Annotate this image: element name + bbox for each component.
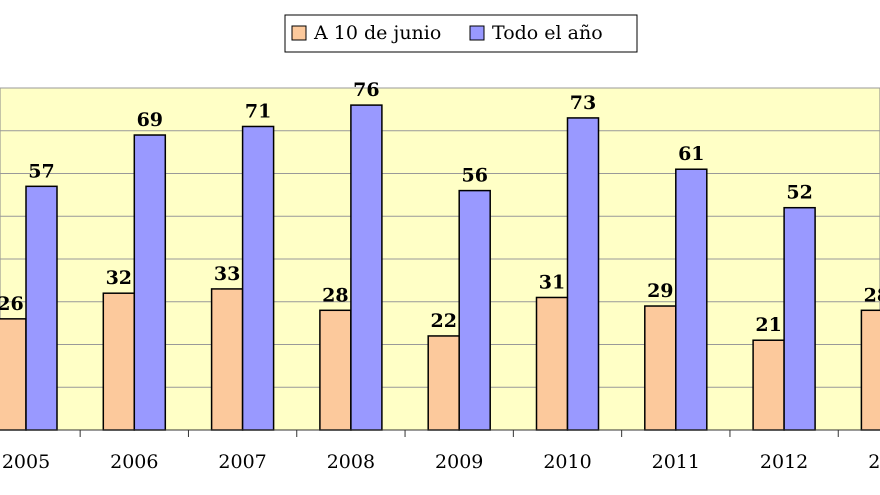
data-label: 57 <box>28 160 54 182</box>
data-label: 71 <box>245 100 271 122</box>
x-tick-label: 2010 <box>543 451 591 473</box>
data-label: 73 <box>570 92 596 114</box>
data-label: 33 <box>214 263 240 285</box>
legend-box <box>284 14 638 53</box>
bar <box>0 318 27 431</box>
x-tick-label: 2006 <box>110 451 158 473</box>
data-label: 52 <box>786 182 812 204</box>
bar <box>350 104 383 431</box>
bar <box>535 296 569 431</box>
data-label: 69 <box>137 109 163 131</box>
bar <box>860 309 880 431</box>
legend-label: A 10 de junio <box>313 22 441 44</box>
x-tick-label: 2011 <box>652 451 700 473</box>
bar <box>133 134 167 431</box>
bar <box>427 335 460 431</box>
x-tick-label: 2007 <box>218 451 266 473</box>
x-tick-label: 2009 <box>435 451 483 473</box>
data-label: 28 <box>322 284 348 306</box>
data-label: 29 <box>647 280 673 302</box>
bar <box>566 117 600 431</box>
data-label: 31 <box>539 271 565 293</box>
legend-swatch <box>291 25 307 41</box>
data-label: 26 <box>0 293 24 315</box>
bar <box>241 125 275 431</box>
bar <box>675 168 708 431</box>
x-tick-label: 2005 <box>2 451 50 473</box>
bar <box>25 185 58 431</box>
bar <box>210 288 244 431</box>
bar <box>102 292 136 431</box>
data-label: 32 <box>106 267 132 289</box>
data-label: 76 <box>353 79 379 101</box>
data-label: 21 <box>755 314 781 336</box>
bar <box>644 305 677 431</box>
x-tick-label: 2013 <box>868 451 880 473</box>
legend-swatch <box>469 25 485 41</box>
data-label: 28 <box>864 284 880 306</box>
bar <box>783 206 816 431</box>
data-label: 61 <box>678 143 704 165</box>
bar <box>752 339 785 431</box>
data-label: 22 <box>430 310 456 332</box>
x-tick-label: 2012 <box>760 451 808 473</box>
bar <box>319 309 352 431</box>
bar <box>458 189 491 431</box>
x-tick-label: 2008 <box>327 451 375 473</box>
data-label: 56 <box>461 165 487 187</box>
legend-label: Todo el año <box>492 22 603 44</box>
